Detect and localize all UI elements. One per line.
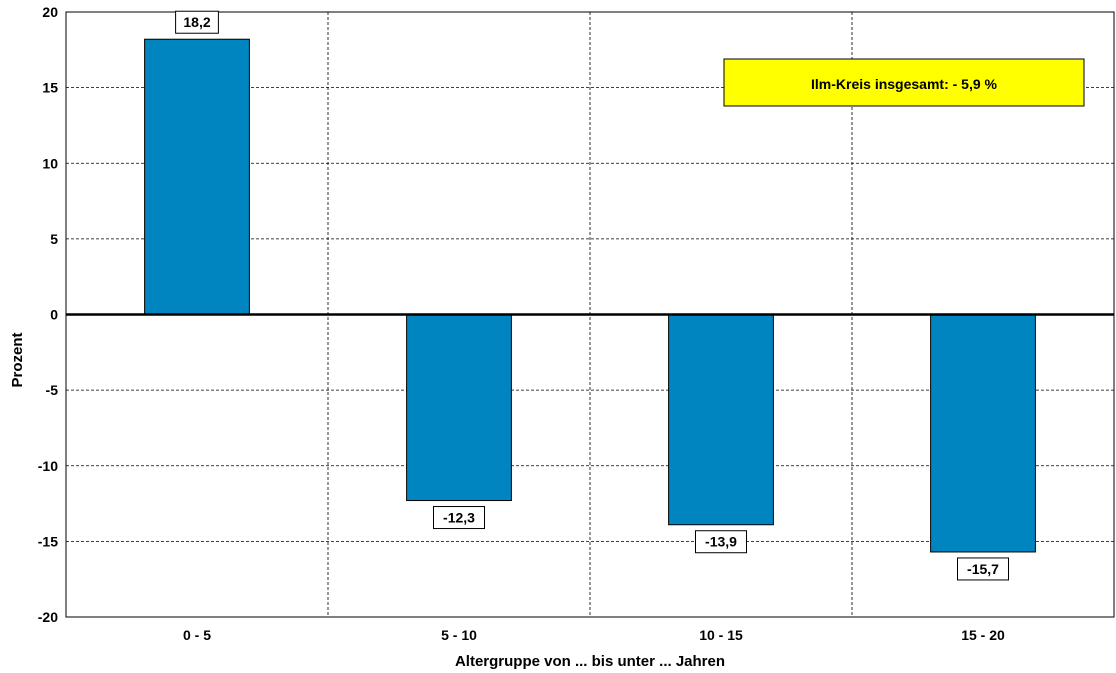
y-tick-label: 20 xyxy=(42,4,58,20)
x-tick-label: 10 - 15 xyxy=(699,627,743,643)
y-tick-label: -20 xyxy=(38,609,58,625)
data-label-text: -12,3 xyxy=(443,510,475,526)
bar-5-10 xyxy=(406,314,512,502)
data-label-box xyxy=(695,530,747,554)
annotation-box: Ilm-Kreis insgesamt: - 5,9 % xyxy=(723,58,1085,107)
data-label-box xyxy=(175,10,219,34)
data-label-text: -15,7 xyxy=(967,561,999,577)
data-label: -12,3 xyxy=(433,506,485,530)
data-label: 18,2 xyxy=(175,10,219,34)
annotation-text: Ilm-Kreis insgesamt: - 5,9 % xyxy=(811,76,998,92)
x-tick-label: 5 - 10 xyxy=(441,627,477,643)
bar-0-5 xyxy=(144,38,250,315)
data-label-box xyxy=(957,557,1009,581)
y-tick-label: 0 xyxy=(50,307,58,323)
y-axis-title: Prozent xyxy=(9,332,26,387)
x-tick-labels: 0 - 5 5 - 10 10 - 15 15 - 20 xyxy=(183,627,1005,643)
data-label: -13,9 xyxy=(695,530,747,554)
y-tick-label: 5 xyxy=(50,231,58,247)
bar-15-20 xyxy=(930,314,1036,553)
data-label-box xyxy=(433,506,485,530)
bar-10-15 xyxy=(668,314,774,526)
bar-series xyxy=(144,38,1036,553)
x-axis-title: Altergruppe von ... bis unter ... Jahren xyxy=(455,653,725,670)
data-labels: 18,2 -12,3 -13,9 -15,7 xyxy=(175,10,1009,581)
x-tick-label: 0 - 5 xyxy=(183,627,211,643)
y-tick-label: 10 xyxy=(42,155,58,171)
y-tick-label: -5 xyxy=(46,382,59,398)
y-tick-labels: 20 15 10 5 0 -5 -10 -15 -20 xyxy=(38,4,58,625)
x-tick-label: 15 - 20 xyxy=(961,627,1005,643)
y-tick-label: -15 xyxy=(38,533,58,549)
data-label-text: -13,9 xyxy=(705,534,737,550)
y-tick-label: 15 xyxy=(42,80,58,96)
data-label-text: 18,2 xyxy=(183,14,210,30)
y-tick-label: -10 xyxy=(38,458,58,474)
data-label: -15,7 xyxy=(957,557,1009,581)
